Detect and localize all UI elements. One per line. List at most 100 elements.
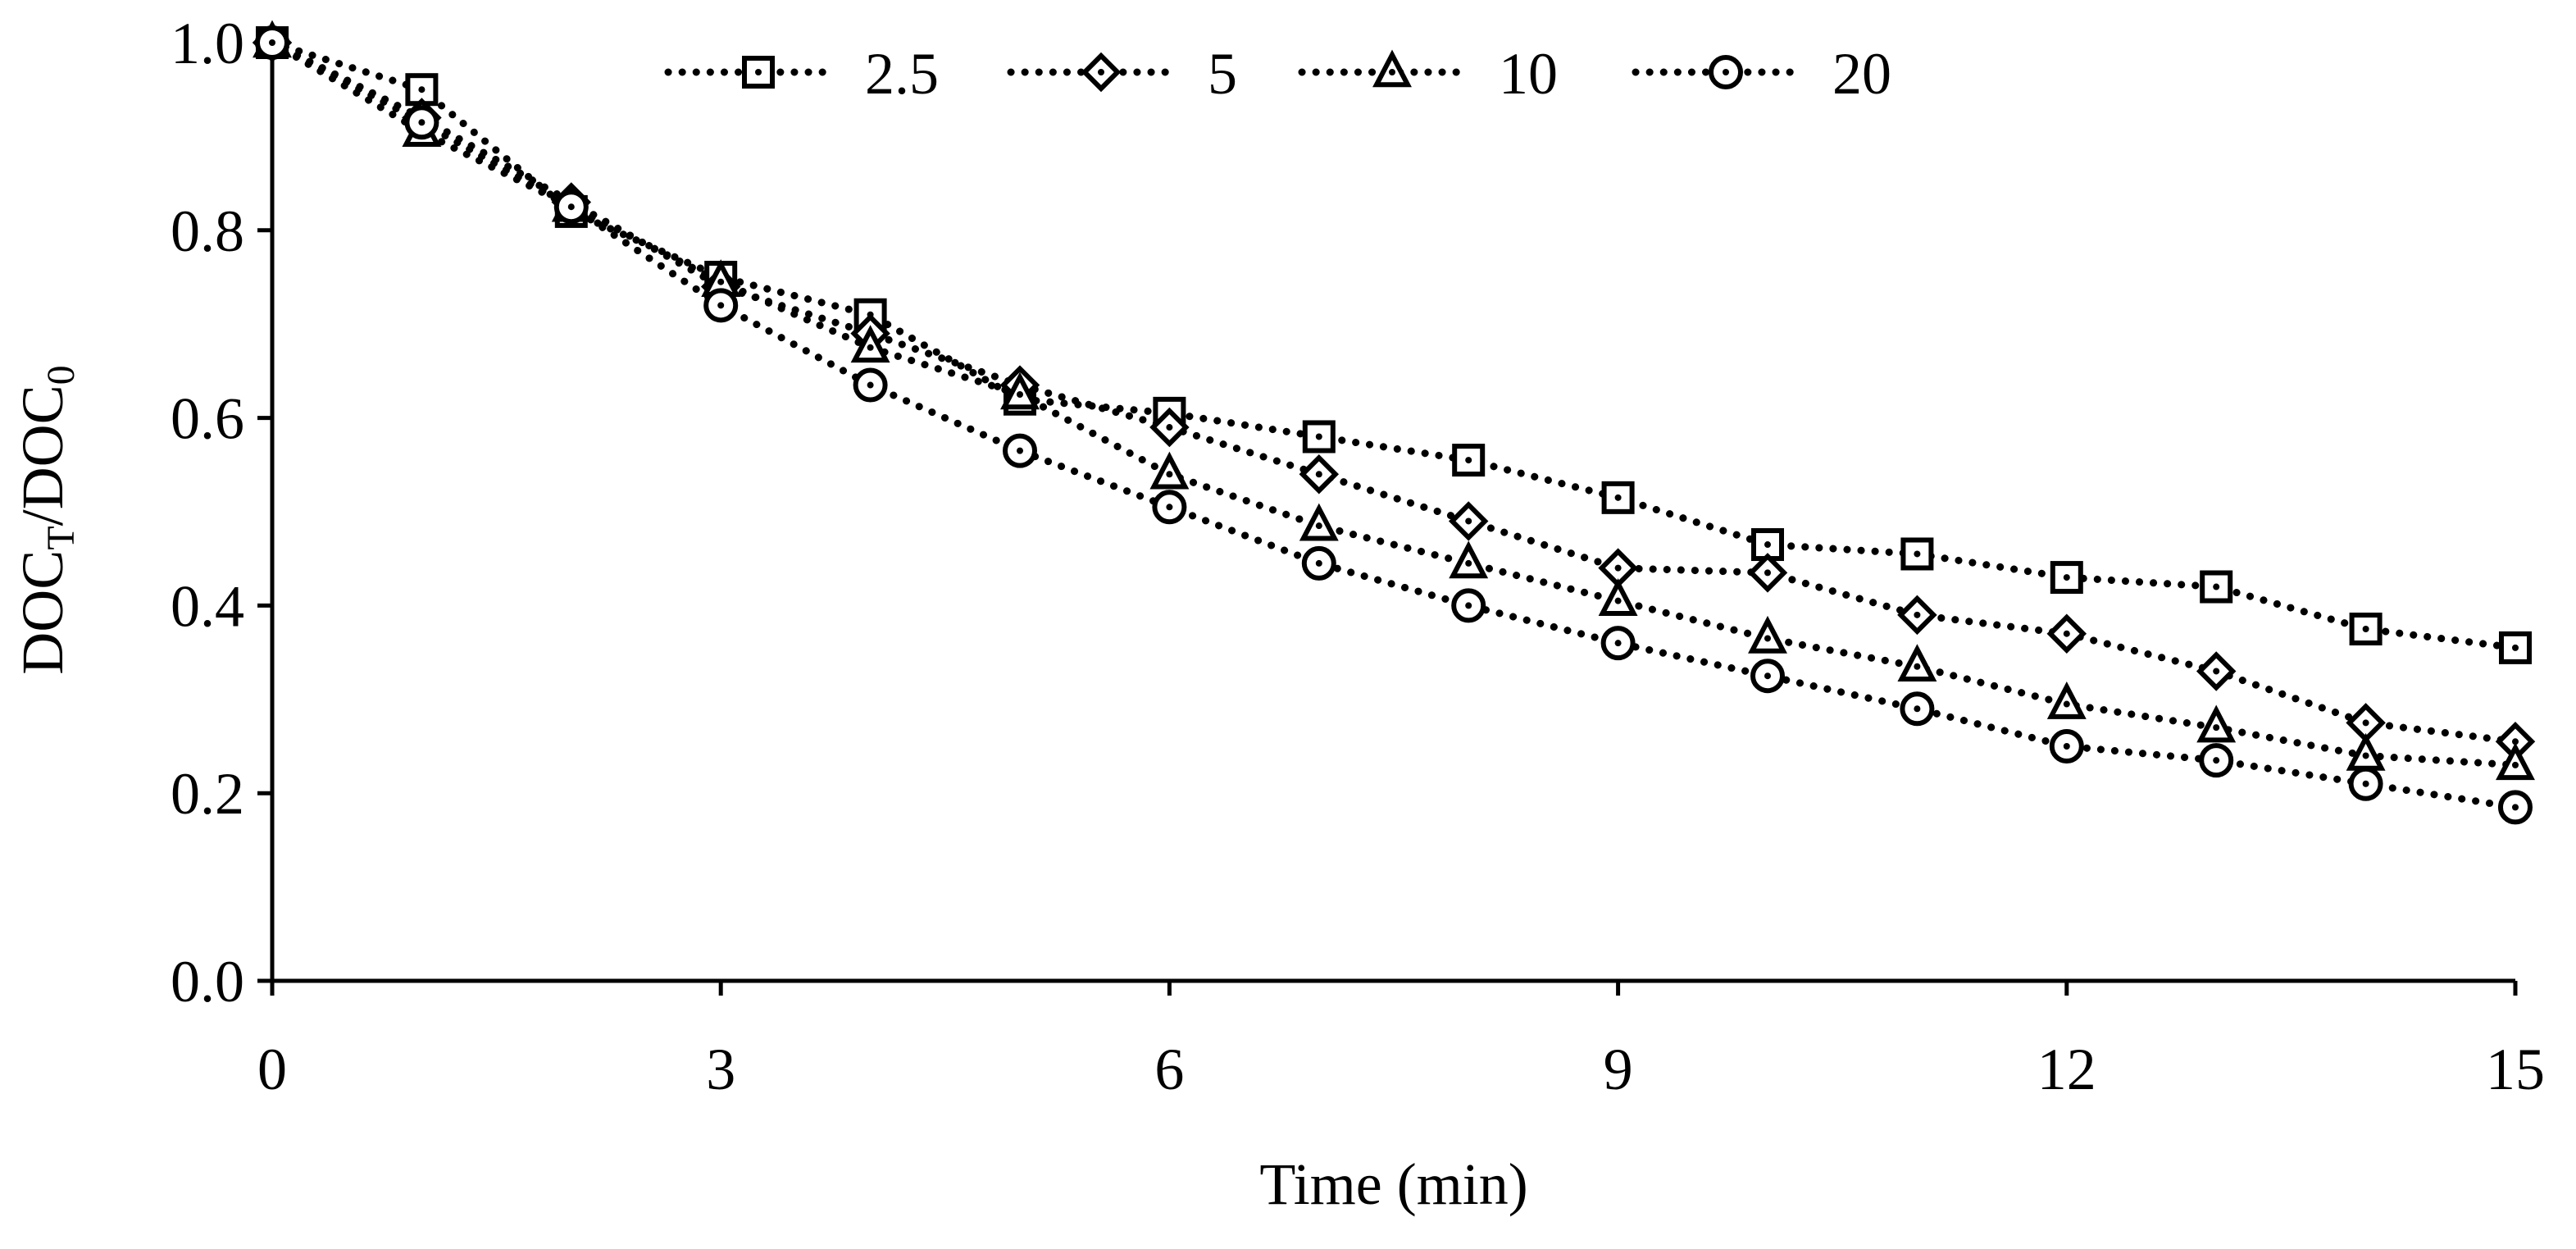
data-point-diamond-center-dot	[1166, 424, 1173, 431]
data-point-square-center-dot	[1465, 457, 1472, 464]
data-point-circle-center-dot	[418, 119, 426, 126]
data-point-diamond-center-dot	[1315, 471, 1322, 478]
data-point-diamond-center-dot	[1465, 517, 1472, 525]
legend-item-10: 10	[1298, 41, 1558, 107]
data-point-circle-center-dot	[2213, 757, 2220, 764]
data-point-square-center-dot	[418, 86, 426, 93]
y-tick-label: 1.0	[171, 11, 244, 76]
data-point-triangle-center-dot	[2063, 700, 2070, 708]
axes	[270, 43, 2515, 983]
legend-label: 20	[1832, 41, 1891, 107]
data-point-square-center-dot	[1764, 541, 1771, 549]
data-point-circle-center-dot	[1315, 559, 1322, 567]
data-point-square-center-dot	[1914, 550, 1921, 558]
data-point-square-group	[1452, 444, 1486, 477]
data-point-diamond-group	[1299, 454, 1340, 495]
y-axis-title-sub1: T	[39, 526, 83, 549]
data-point-triangle-group	[1000, 372, 1040, 410]
data-point-square-group	[2050, 561, 2083, 595]
x-axis-title: Time (min)	[1259, 1151, 1527, 1217]
data-point-diamond-group	[1149, 407, 1190, 448]
data-point-triangle-group	[1897, 644, 1937, 682]
data-point-triangle-group	[850, 325, 890, 363]
y-tick-label: 0.0	[171, 949, 244, 1014]
data-point-triangle-center-dot	[1614, 597, 1622, 604]
data-point-circle-group	[2049, 729, 2084, 764]
series-line-10	[268, 39, 2519, 769]
data-point-circle-group	[2199, 743, 2234, 778]
legend-marker-triangle-center-dot	[1389, 69, 1395, 75]
data-point-square-center-dot	[2213, 583, 2220, 590]
legend-label: 5	[1208, 41, 1237, 107]
legend-item-5: 5	[1007, 41, 1237, 107]
legend-marker-circle-center-dot	[1723, 69, 1729, 75]
data-point-triangle-center-dot	[2512, 761, 2519, 768]
data-point-triangle-center-dot	[1017, 391, 1023, 398]
legend-item-2.5: 2.5	[664, 41, 939, 107]
data-point-triangle-group	[1299, 503, 1339, 541]
data-point-triangle-center-dot	[717, 278, 725, 285]
data-point-diamond-group	[2046, 613, 2087, 654]
y-axis-title-main: DOC	[10, 550, 75, 675]
data-point-circle-center-dot	[1764, 672, 1771, 680]
data-point-square-group	[2499, 631, 2532, 664]
y-axis-title-slash: /DOC	[10, 385, 75, 526]
data-point-square	[2200, 570, 2233, 604]
y-tick-label: 0.4	[171, 573, 244, 639]
x-tick-label: 3	[706, 1037, 735, 1102]
data-point-circle-center-dot	[2063, 743, 2070, 750]
series-20	[255, 25, 2533, 825]
data-point-triangle-group	[2496, 742, 2535, 781]
data-point-circle-center-dot	[567, 203, 575, 211]
legend-marker-circle-group	[1709, 55, 1743, 89]
data-point-diamond-center-dot	[1764, 569, 1771, 577]
data-point-circle-center-dot	[1914, 705, 1921, 713]
data-point-diamond-center-dot	[1614, 564, 1622, 572]
data-point-triangle-center-dot	[2362, 752, 2369, 759]
y-tick-label: 0.8	[171, 198, 244, 264]
legend-marker-diamond-center-dot	[1098, 69, 1104, 75]
data-point-square-group	[2200, 570, 2233, 604]
y-axis-title: DOCT/DOC0	[10, 365, 83, 674]
x-tick-label: 9	[1604, 1037, 1633, 1102]
data-point-circle-group	[1451, 588, 1486, 623]
legend-marker-square-center-dot	[755, 69, 762, 75]
data-point-circle-group	[404, 105, 439, 140]
data-point-circle-center-dot	[269, 39, 275, 46]
legend-label: 10	[1499, 41, 1558, 107]
data-point-circle-group	[703, 288, 739, 323]
y-tick-label: 0.2	[171, 761, 244, 827]
data-point-circle-group	[255, 25, 289, 60]
data-point-diamond-center-dot	[2512, 738, 2519, 745]
data-point-triangle-center-dot	[1914, 663, 1921, 670]
data-point-square-center-dot	[1315, 433, 1322, 440]
x-tick-label: 12	[2037, 1037, 2096, 1102]
data-point-triangle-center-dot	[2213, 724, 2220, 732]
data-point-diamond-group	[1897, 595, 1937, 636]
y-tick-label: 0.6	[171, 386, 244, 452]
data-point-circle-center-dot	[1166, 504, 1173, 511]
data-point-circle-center-dot	[867, 381, 874, 389]
data-point-circle-center-dot	[2362, 780, 2369, 787]
x-tick-label: 6	[1154, 1037, 1184, 1102]
data-point-triangle-group	[1598, 578, 1638, 616]
data-point-triangle-center-dot	[1315, 522, 1322, 530]
series-line-5	[268, 39, 2519, 745]
y-ticks: 0.0 0.2 0.4 0.6 0.8 1.0	[171, 11, 272, 1014]
legend-marker-diamond-group	[1081, 52, 1122, 93]
data-point-circle-group	[1301, 545, 1336, 581]
data-point-diamond-group	[1747, 553, 1788, 593]
data-point-square	[2349, 613, 2383, 645]
data-point-square-group	[1302, 420, 1336, 454]
data-point-circle-group	[1152, 490, 1187, 525]
data-point-square-center-dot	[2512, 644, 2519, 651]
series-5	[252, 22, 2536, 762]
data-point-diamond-group	[2196, 651, 2237, 691]
data-point-circle-center-dot	[2512, 804, 2519, 811]
data-point-square-group	[1900, 537, 1934, 571]
data-point-triangle-group	[1449, 540, 1489, 579]
data-point-circle-group	[1900, 691, 1935, 727]
data-point-circle-group	[1600, 626, 1636, 661]
data-point-circle-center-dot	[717, 302, 725, 309]
